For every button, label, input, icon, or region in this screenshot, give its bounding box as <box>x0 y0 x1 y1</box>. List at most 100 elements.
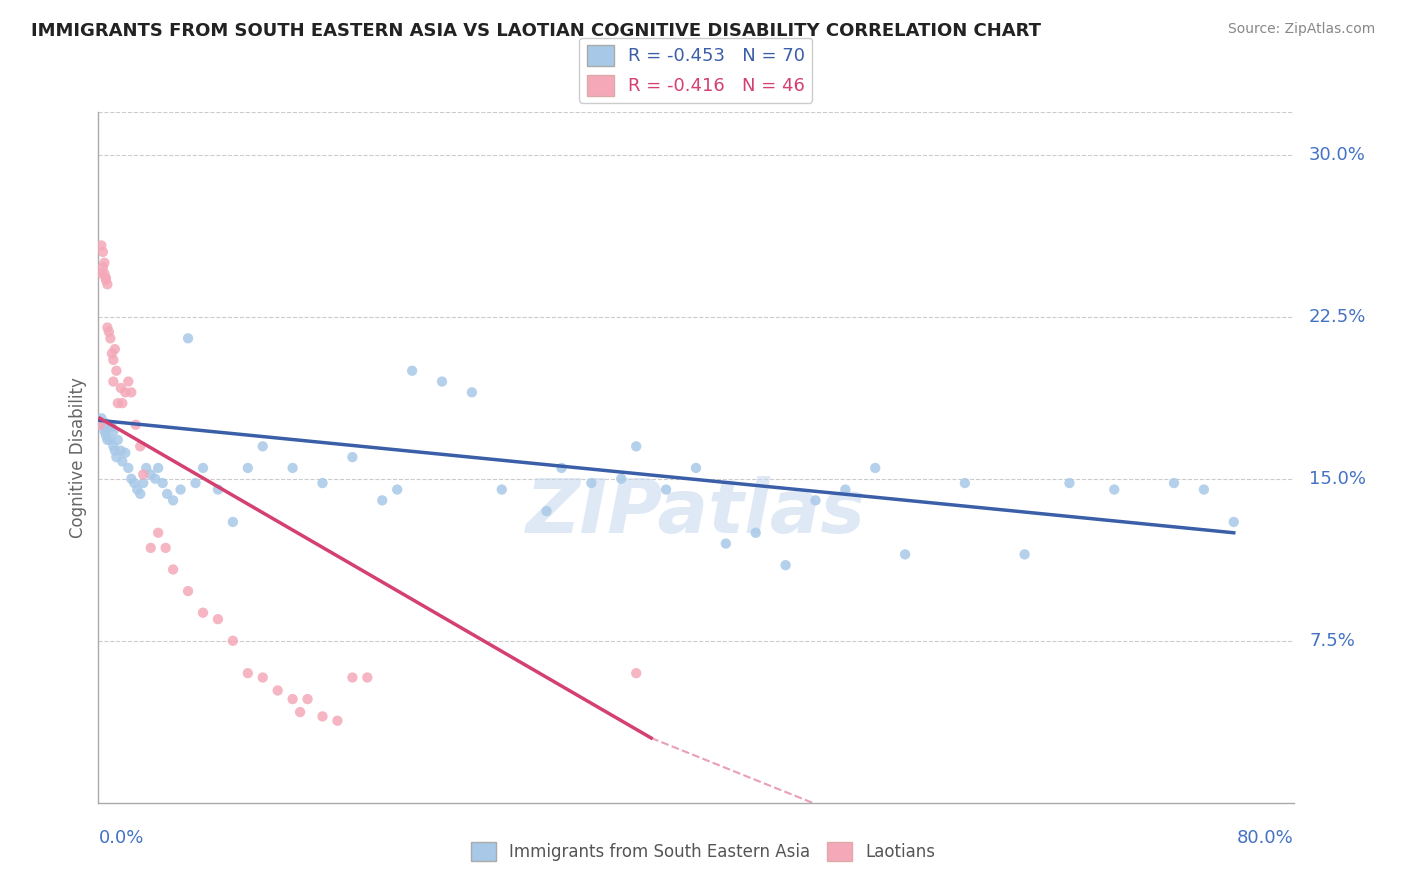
Point <box>461 385 484 400</box>
Point <box>117 375 139 389</box>
Point <box>953 476 976 491</box>
Point <box>401 364 423 378</box>
Point <box>655 483 678 497</box>
Point <box>385 483 409 497</box>
Point <box>90 238 112 252</box>
Point <box>252 439 274 453</box>
Point <box>148 461 170 475</box>
Point <box>775 558 797 573</box>
Point <box>93 267 115 281</box>
Point <box>288 705 311 719</box>
Point <box>685 461 707 475</box>
Point <box>148 525 170 540</box>
Point <box>156 487 179 501</box>
Point <box>236 666 259 681</box>
Y-axis label: Cognitive Disability: Cognitive Disability <box>69 376 87 538</box>
Point <box>581 476 603 491</box>
Point <box>865 461 887 475</box>
Point <box>132 467 155 482</box>
Text: ZIPatlas: ZIPatlas <box>526 476 866 549</box>
Point <box>96 320 118 334</box>
Point <box>111 454 134 468</box>
Point <box>96 433 118 447</box>
Point <box>550 461 572 475</box>
Point <box>135 461 157 475</box>
Point <box>804 493 827 508</box>
Point <box>139 467 162 482</box>
Point <box>103 375 125 389</box>
Point <box>139 541 162 555</box>
Point <box>1014 547 1036 561</box>
Point <box>111 396 134 410</box>
Point <box>162 562 184 576</box>
Point <box>101 346 124 360</box>
Text: 0.0%: 0.0% <box>98 829 143 847</box>
Point <box>356 671 378 685</box>
Point <box>91 417 114 432</box>
Point <box>93 424 115 438</box>
Point <box>129 439 152 453</box>
Point <box>98 331 122 345</box>
Point <box>132 476 155 491</box>
Text: IMMIGRANTS FROM SOUTH EASTERN ASIA VS LAOTIAN COGNITIVE DISABILITY CORRELATION C: IMMIGRANTS FROM SOUTH EASTERN ASIA VS LA… <box>31 22 1040 40</box>
Point <box>834 483 856 497</box>
Point <box>103 439 125 453</box>
Point <box>177 331 200 345</box>
Legend: Immigrants from South Eastern Asia, Laotians: Immigrants from South Eastern Asia, Laot… <box>464 835 942 868</box>
Text: 15.0%: 15.0% <box>1309 470 1367 488</box>
Text: 7.5%: 7.5% <box>1309 632 1355 649</box>
Point <box>143 472 166 486</box>
Point <box>120 472 142 486</box>
Point <box>90 267 112 281</box>
Point <box>222 633 245 648</box>
Point <box>1059 476 1081 491</box>
Point <box>103 353 125 368</box>
Point <box>114 446 136 460</box>
Point <box>125 417 148 432</box>
Point <box>97 325 120 339</box>
Point <box>120 385 142 400</box>
Point <box>222 515 245 529</box>
Text: 80.0%: 80.0% <box>1237 829 1294 847</box>
Text: Source: ZipAtlas.com: Source: ZipAtlas.com <box>1227 22 1375 37</box>
Point <box>342 671 364 685</box>
Point <box>97 417 120 432</box>
Point <box>98 433 122 447</box>
Point <box>326 714 349 728</box>
Point <box>155 541 177 555</box>
Point <box>207 612 229 626</box>
Point <box>177 584 200 599</box>
Point <box>536 504 558 518</box>
Point <box>152 476 174 491</box>
Point <box>89 417 111 432</box>
Point <box>297 692 319 706</box>
Point <box>101 420 124 434</box>
Point <box>252 671 274 685</box>
Point <box>626 439 648 453</box>
Point <box>94 422 117 436</box>
Point <box>342 450 364 464</box>
Point <box>107 396 129 410</box>
Point <box>93 256 115 270</box>
Point <box>93 416 115 430</box>
Point <box>311 476 333 491</box>
Point <box>430 375 453 389</box>
Point <box>184 476 207 491</box>
Point <box>96 277 118 292</box>
Point <box>191 606 214 620</box>
Point <box>94 428 117 442</box>
Point <box>281 692 304 706</box>
Point <box>236 461 259 475</box>
Point <box>281 461 304 475</box>
Point <box>107 433 129 447</box>
Point <box>311 709 333 723</box>
Point <box>1192 483 1215 497</box>
Point <box>117 461 139 475</box>
Point <box>110 443 132 458</box>
Point <box>124 476 146 491</box>
Point <box>89 417 111 432</box>
Point <box>91 244 114 259</box>
Point <box>91 260 114 274</box>
Point <box>90 411 112 425</box>
Point <box>267 683 290 698</box>
